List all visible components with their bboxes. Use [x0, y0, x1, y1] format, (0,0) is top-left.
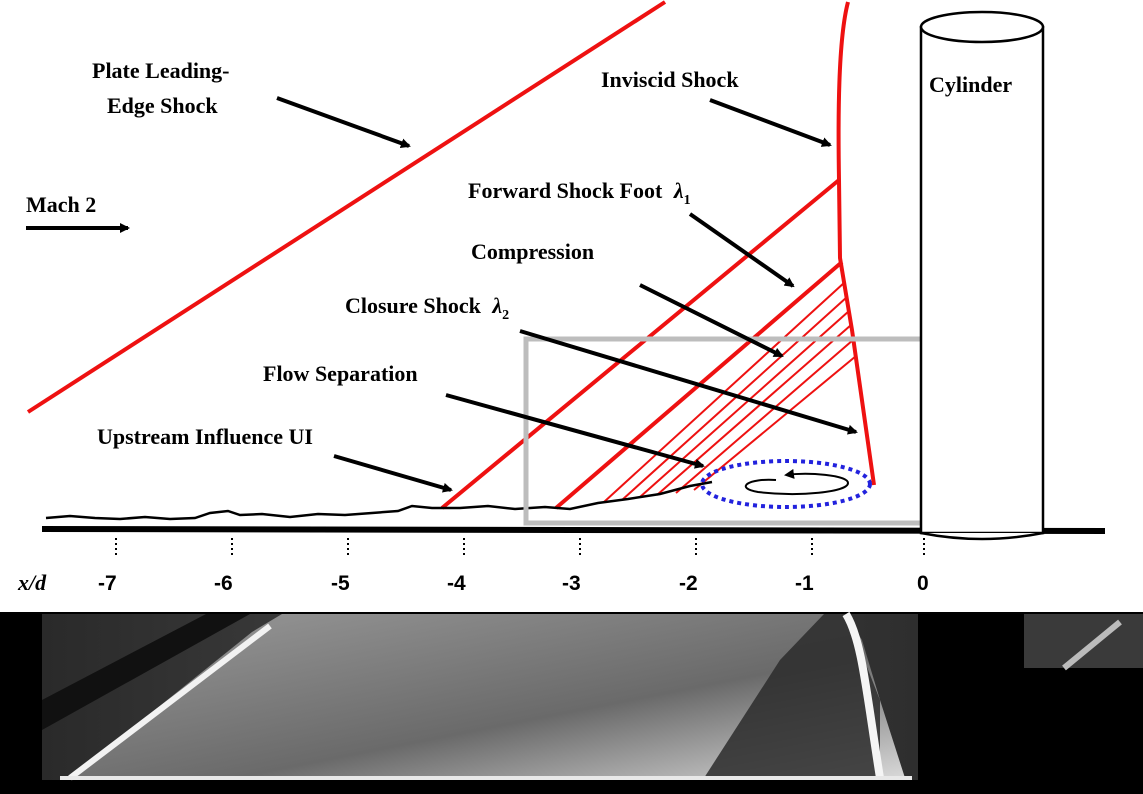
plate-shock-arrow: [276, 96, 411, 148]
mach-label: Mach 2: [26, 192, 96, 217]
xd-axis-label: x/d: [17, 570, 47, 595]
forward-shock-foot: [440, 178, 841, 510]
compression-label: Compression: [471, 239, 594, 264]
flow-separation-label: Flow Separation: [263, 361, 418, 386]
schlieren-image: [0, 611, 1143, 794]
tick-label: -1: [795, 572, 814, 595]
tick-label: -3: [562, 572, 581, 595]
plate-shock-label-line2: Edge Shock: [107, 93, 218, 118]
tick-label: 0: [917, 572, 929, 595]
imaged-region-box: [523, 336, 942, 526]
compression-waves: [603, 281, 857, 503]
plate-leading-edge-shock: [26, 0, 667, 414]
closure-shock-arrow: [519, 329, 858, 435]
cylinder: [919, 10, 1045, 541]
xd-axis: x/d -7 -6 -5 -4 -3 -2 -1 0: [17, 538, 929, 595]
tick-label: -7: [98, 572, 117, 595]
forward-foot-arrow: [688, 212, 795, 288]
closure-shock-label: Closure Shock λ2: [345, 293, 509, 323]
tick-label: -5: [331, 572, 350, 595]
upstream-influence-arrow: [333, 454, 453, 493]
recirculation-arrow: [744, 468, 850, 495]
forward-foot-label: Forward Shock Foot λ1: [468, 178, 691, 208]
separation-bubble: [700, 459, 872, 509]
tick-label: -6: [214, 572, 233, 595]
cylinder-label: Cylinder: [929, 72, 1012, 97]
upstream-influence-label: Upstream Influence UI: [97, 424, 313, 449]
compression-arrow: [639, 283, 784, 358]
tick-label: -2: [679, 572, 698, 595]
flow-separation-arrow: [445, 393, 705, 469]
inviscid-shock: [836, 1, 876, 486]
plate-shock-label-line1: Plate Leading-: [92, 58, 230, 83]
boundary-layer-edge: [45, 480, 713, 521]
inviscid-shock-label: Inviscid Shock: [601, 67, 739, 92]
inviscid-shock-arrow: [709, 98, 832, 147]
tick-label: -4: [447, 572, 466, 595]
